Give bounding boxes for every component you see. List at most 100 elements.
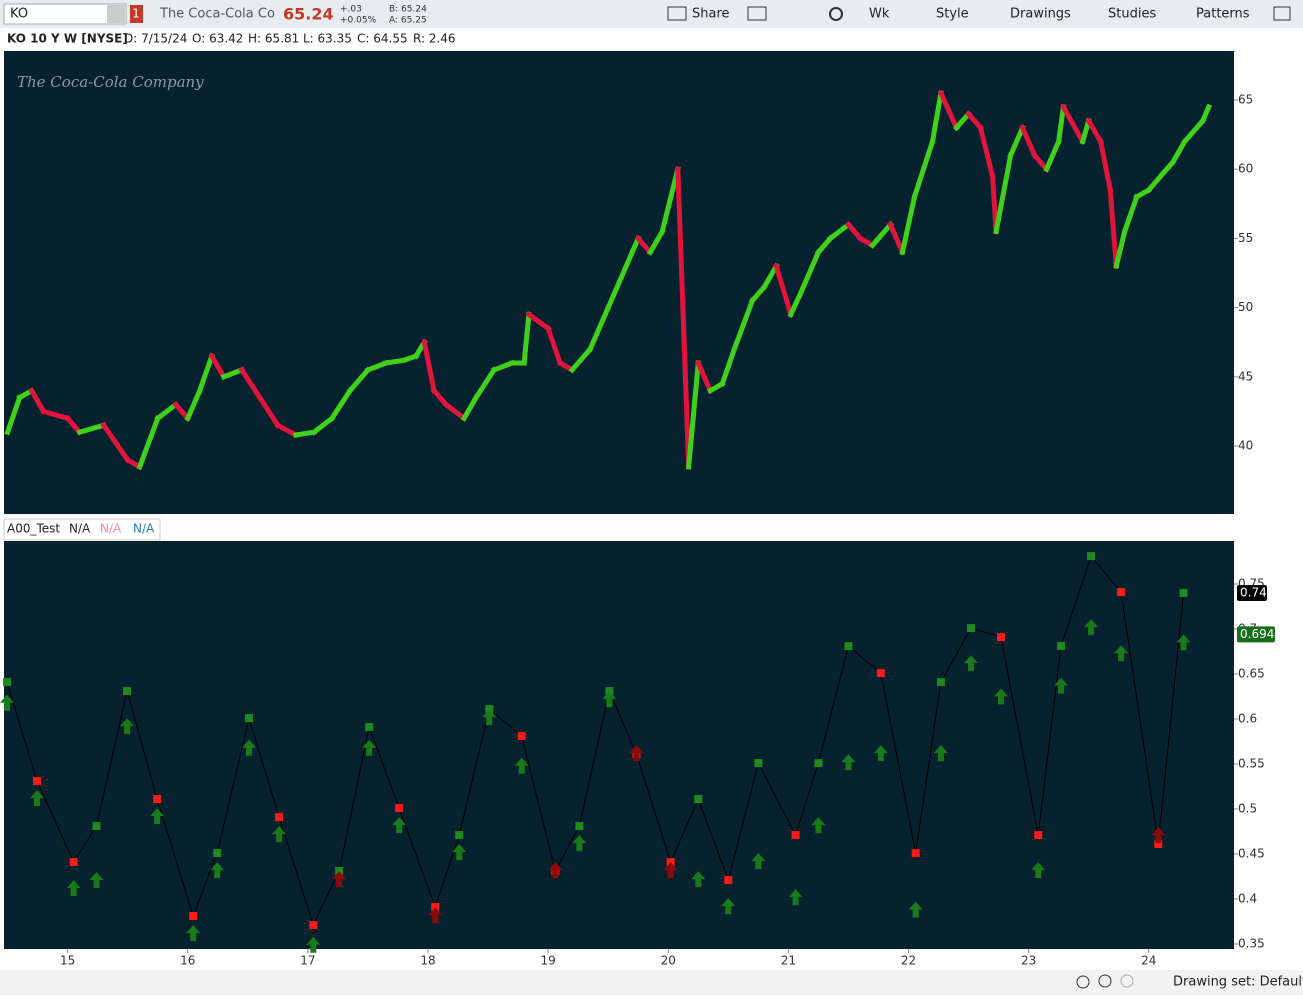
zoom-out-icon[interactable] (1120, 974, 1134, 988)
timeframe-button[interactable]: Wk (869, 7, 890, 22)
signal-arrow (811, 817, 826, 834)
price-bar (1055, 104, 1067, 145)
share-icon[interactable] (667, 6, 687, 21)
price-bar (844, 221, 864, 242)
zoom-in-icon[interactable] (1098, 974, 1112, 988)
header-field: C: 64.55 (357, 32, 408, 46)
settings-icon[interactable] (829, 7, 843, 21)
price-bar (1113, 228, 1128, 270)
drawings-button[interactable]: Drawings (1010, 7, 1071, 22)
price-bar (184, 387, 204, 422)
header-bar (0, 28, 1303, 51)
y-tick-label: 0.55 (1238, 756, 1265, 770)
signal-square (275, 813, 284, 822)
chart-title: KO 10 Y W [NYSE] (7, 32, 128, 46)
signal-arrow (210, 862, 225, 879)
price-bar (1199, 103, 1213, 125)
signal-arrow (663, 862, 678, 879)
studies-button[interactable]: Studies (1108, 7, 1156, 22)
price-bar (965, 110, 985, 132)
signal-arrow (548, 862, 563, 879)
price-bar (1019, 124, 1038, 159)
price-bar (719, 345, 738, 387)
signal-arrow (272, 826, 287, 843)
toolbar (0, 0, 1303, 28)
y-tick-label: 0.35 (1238, 936, 1265, 950)
symbol-box[interactable] (3, 3, 127, 25)
signal-square (844, 642, 853, 651)
signal-square (911, 849, 920, 858)
signal-arrow (691, 871, 706, 888)
watermark: The Coca-Cola Company (17, 73, 204, 91)
y-tick-label: 0.65 (1238, 667, 1265, 681)
price-bar (953, 110, 973, 132)
change-pct: +0.05% (340, 16, 377, 26)
y-tick-label: 0.4 (1238, 891, 1257, 905)
signal-arrow (89, 871, 104, 888)
signal-arrow (186, 925, 201, 942)
signal-arrow (1114, 645, 1129, 662)
price-bar (748, 283, 768, 305)
price-bar (814, 234, 834, 256)
signal-arrow (751, 853, 766, 870)
symbol[interactable]: KO (10, 7, 28, 22)
x-tick-label: 17 (300, 954, 315, 968)
signal-arrow (120, 718, 135, 735)
price-bar (544, 325, 564, 367)
y-tick-label: 0.45 (1238, 846, 1265, 860)
price-bar (442, 401, 468, 422)
signal-square (791, 831, 800, 840)
price-bar (929, 90, 944, 145)
signal-arrow (1054, 677, 1069, 694)
crosshair-icon[interactable] (1076, 975, 1090, 989)
price-bar (421, 339, 437, 394)
ask: A: 65.25 (389, 16, 427, 26)
signal-square (996, 633, 1005, 642)
style-button[interactable]: Style (936, 7, 969, 22)
x-tick-label: 18 (420, 954, 435, 968)
signal-arrow (242, 739, 257, 756)
signal-square (1179, 589, 1188, 598)
price-bar (1060, 103, 1087, 145)
signal-arrow (514, 757, 529, 774)
price-bar (1085, 117, 1105, 145)
header-field: R: 2.46 (413, 32, 456, 46)
price-bar (310, 414, 336, 436)
signal-square (1117, 588, 1126, 597)
price-bar (868, 221, 894, 249)
price-bar (460, 394, 480, 422)
signal-arrow (1176, 634, 1191, 651)
badge-box[interactable] (130, 5, 143, 23)
y-tick-label: 0.6 (1238, 711, 1257, 725)
signal-arrow (0, 694, 15, 711)
price-bar (899, 193, 918, 256)
price-bar (1169, 138, 1189, 166)
study-value: N/A (133, 522, 155, 536)
study-value: N/A (100, 522, 122, 536)
signal-square (1057, 642, 1066, 651)
share-button[interactable]: Share (692, 7, 730, 22)
price-bar (937, 89, 960, 131)
drawing-set[interactable]: Drawing set: Default (1173, 975, 1303, 990)
signal-square (309, 921, 318, 930)
calendar-icon[interactable] (747, 6, 767, 21)
price-bar (328, 387, 354, 422)
price-bar (1007, 124, 1026, 159)
symbol-dropdown[interactable] (107, 5, 125, 23)
price-bar (787, 290, 804, 318)
menu-icon[interactable] (1273, 6, 1291, 21)
price-bar (797, 248, 822, 298)
badge[interactable]: 1 (132, 7, 140, 21)
patterns-button[interactable]: Patterns (1196, 7, 1250, 22)
signal-arrow (908, 901, 923, 918)
study-name[interactable]: A00_Test (7, 522, 60, 536)
price-bar (293, 429, 317, 438)
signal-arrow (788, 889, 803, 906)
signal-square (754, 759, 763, 768)
signal-square (724, 876, 733, 885)
price-bar (685, 360, 701, 470)
price-bar (196, 352, 215, 394)
price-bar (675, 166, 692, 470)
y-tick-label: 40 (1238, 439, 1253, 453)
